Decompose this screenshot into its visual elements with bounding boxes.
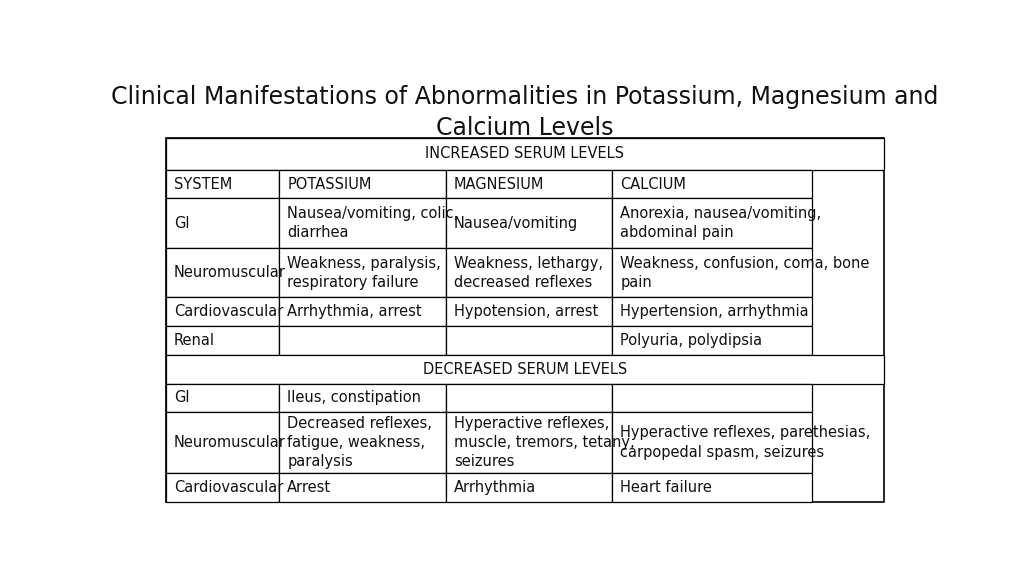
- Bar: [166, 384, 280, 412]
- Text: DECREASED SERUM LEVELS: DECREASED SERUM LEVELS: [423, 362, 627, 377]
- Bar: [280, 384, 445, 412]
- Bar: [445, 248, 612, 297]
- Bar: [612, 473, 812, 502]
- Bar: [280, 170, 445, 199]
- Text: Nausea/vomiting, colic,
diarrhea: Nausea/vomiting, colic, diarrhea: [288, 206, 459, 240]
- Text: Decreased reflexes,
fatigue, weakness,
paralysis: Decreased reflexes, fatigue, weakness, p…: [288, 416, 432, 469]
- Bar: [166, 170, 280, 199]
- Text: Hyperactive reflexes,
muscle, tremors, tetany,
seizures: Hyperactive reflexes, muscle, tremors, t…: [454, 416, 635, 469]
- Text: Heart failure: Heart failure: [621, 480, 712, 495]
- Text: Hypertension, arrhythmia: Hypertension, arrhythmia: [621, 304, 809, 319]
- Bar: [280, 326, 445, 355]
- Bar: [445, 199, 612, 248]
- Text: Hypotension, arrest: Hypotension, arrest: [454, 304, 598, 319]
- Text: Arrest: Arrest: [288, 480, 332, 495]
- Bar: [280, 248, 445, 297]
- Bar: [612, 384, 812, 412]
- Text: GI: GI: [174, 215, 189, 231]
- Bar: [612, 297, 812, 326]
- Bar: [612, 326, 812, 355]
- Bar: [445, 326, 612, 355]
- Bar: [445, 412, 612, 473]
- Bar: [166, 412, 280, 473]
- Text: GI: GI: [174, 391, 189, 406]
- Bar: [445, 473, 612, 502]
- Text: Weakness, confusion, coma, bone
pain: Weakness, confusion, coma, bone pain: [621, 256, 869, 290]
- Text: MAGNESIUM: MAGNESIUM: [454, 177, 544, 192]
- Text: Weakness, lethargy,
decreased reflexes: Weakness, lethargy, decreased reflexes: [454, 256, 603, 290]
- Bar: [445, 297, 612, 326]
- Bar: [612, 412, 812, 473]
- Text: POTASSIUM: POTASSIUM: [288, 177, 372, 192]
- Text: Weakness, paralysis,
respiratory failure: Weakness, paralysis, respiratory failure: [288, 256, 441, 290]
- Text: Neuromuscular: Neuromuscular: [174, 435, 286, 450]
- Bar: [166, 138, 884, 502]
- Bar: [280, 473, 445, 502]
- Bar: [166, 297, 280, 326]
- Bar: [280, 297, 445, 326]
- Bar: [280, 199, 445, 248]
- Bar: [612, 170, 812, 199]
- Text: CALCIUM: CALCIUM: [621, 177, 686, 192]
- Text: Neuromuscular: Neuromuscular: [174, 265, 286, 280]
- Bar: [166, 199, 280, 248]
- Text: Nausea/vomiting: Nausea/vomiting: [454, 215, 579, 231]
- Text: Renal: Renal: [174, 333, 215, 348]
- Bar: [445, 170, 612, 199]
- Bar: [612, 248, 812, 297]
- Bar: [166, 355, 884, 384]
- Text: Ileus, constipation: Ileus, constipation: [288, 391, 422, 406]
- Text: Cardiovascular: Cardiovascular: [174, 480, 284, 495]
- Bar: [612, 199, 812, 248]
- Text: Cardiovascular: Cardiovascular: [174, 304, 284, 319]
- Text: INCREASED SERUM LEVELS: INCREASED SERUM LEVELS: [425, 146, 625, 161]
- Bar: [166, 248, 280, 297]
- Bar: [280, 412, 445, 473]
- Text: Arrhythmia, arrest: Arrhythmia, arrest: [288, 304, 422, 319]
- Text: Polyuria, polydipsia: Polyuria, polydipsia: [621, 333, 763, 348]
- Bar: [445, 384, 612, 412]
- Text: SYSTEM: SYSTEM: [174, 177, 232, 192]
- Text: Hyperactive reflexes, parethesias,
carpopedal spasm, seizures: Hyperactive reflexes, parethesias, carpo…: [621, 426, 870, 460]
- Bar: [166, 326, 280, 355]
- Bar: [166, 473, 280, 502]
- Bar: [166, 138, 884, 170]
- Text: Anorexia, nausea/vomiting,
abdominal pain: Anorexia, nausea/vomiting, abdominal pai…: [621, 206, 821, 240]
- Text: Arrhythmia: Arrhythmia: [454, 480, 537, 495]
- Text: Clinical Manifestations of Abnormalities in Potassium, Magnesium and
Calcium Lev: Clinical Manifestations of Abnormalities…: [112, 85, 938, 140]
